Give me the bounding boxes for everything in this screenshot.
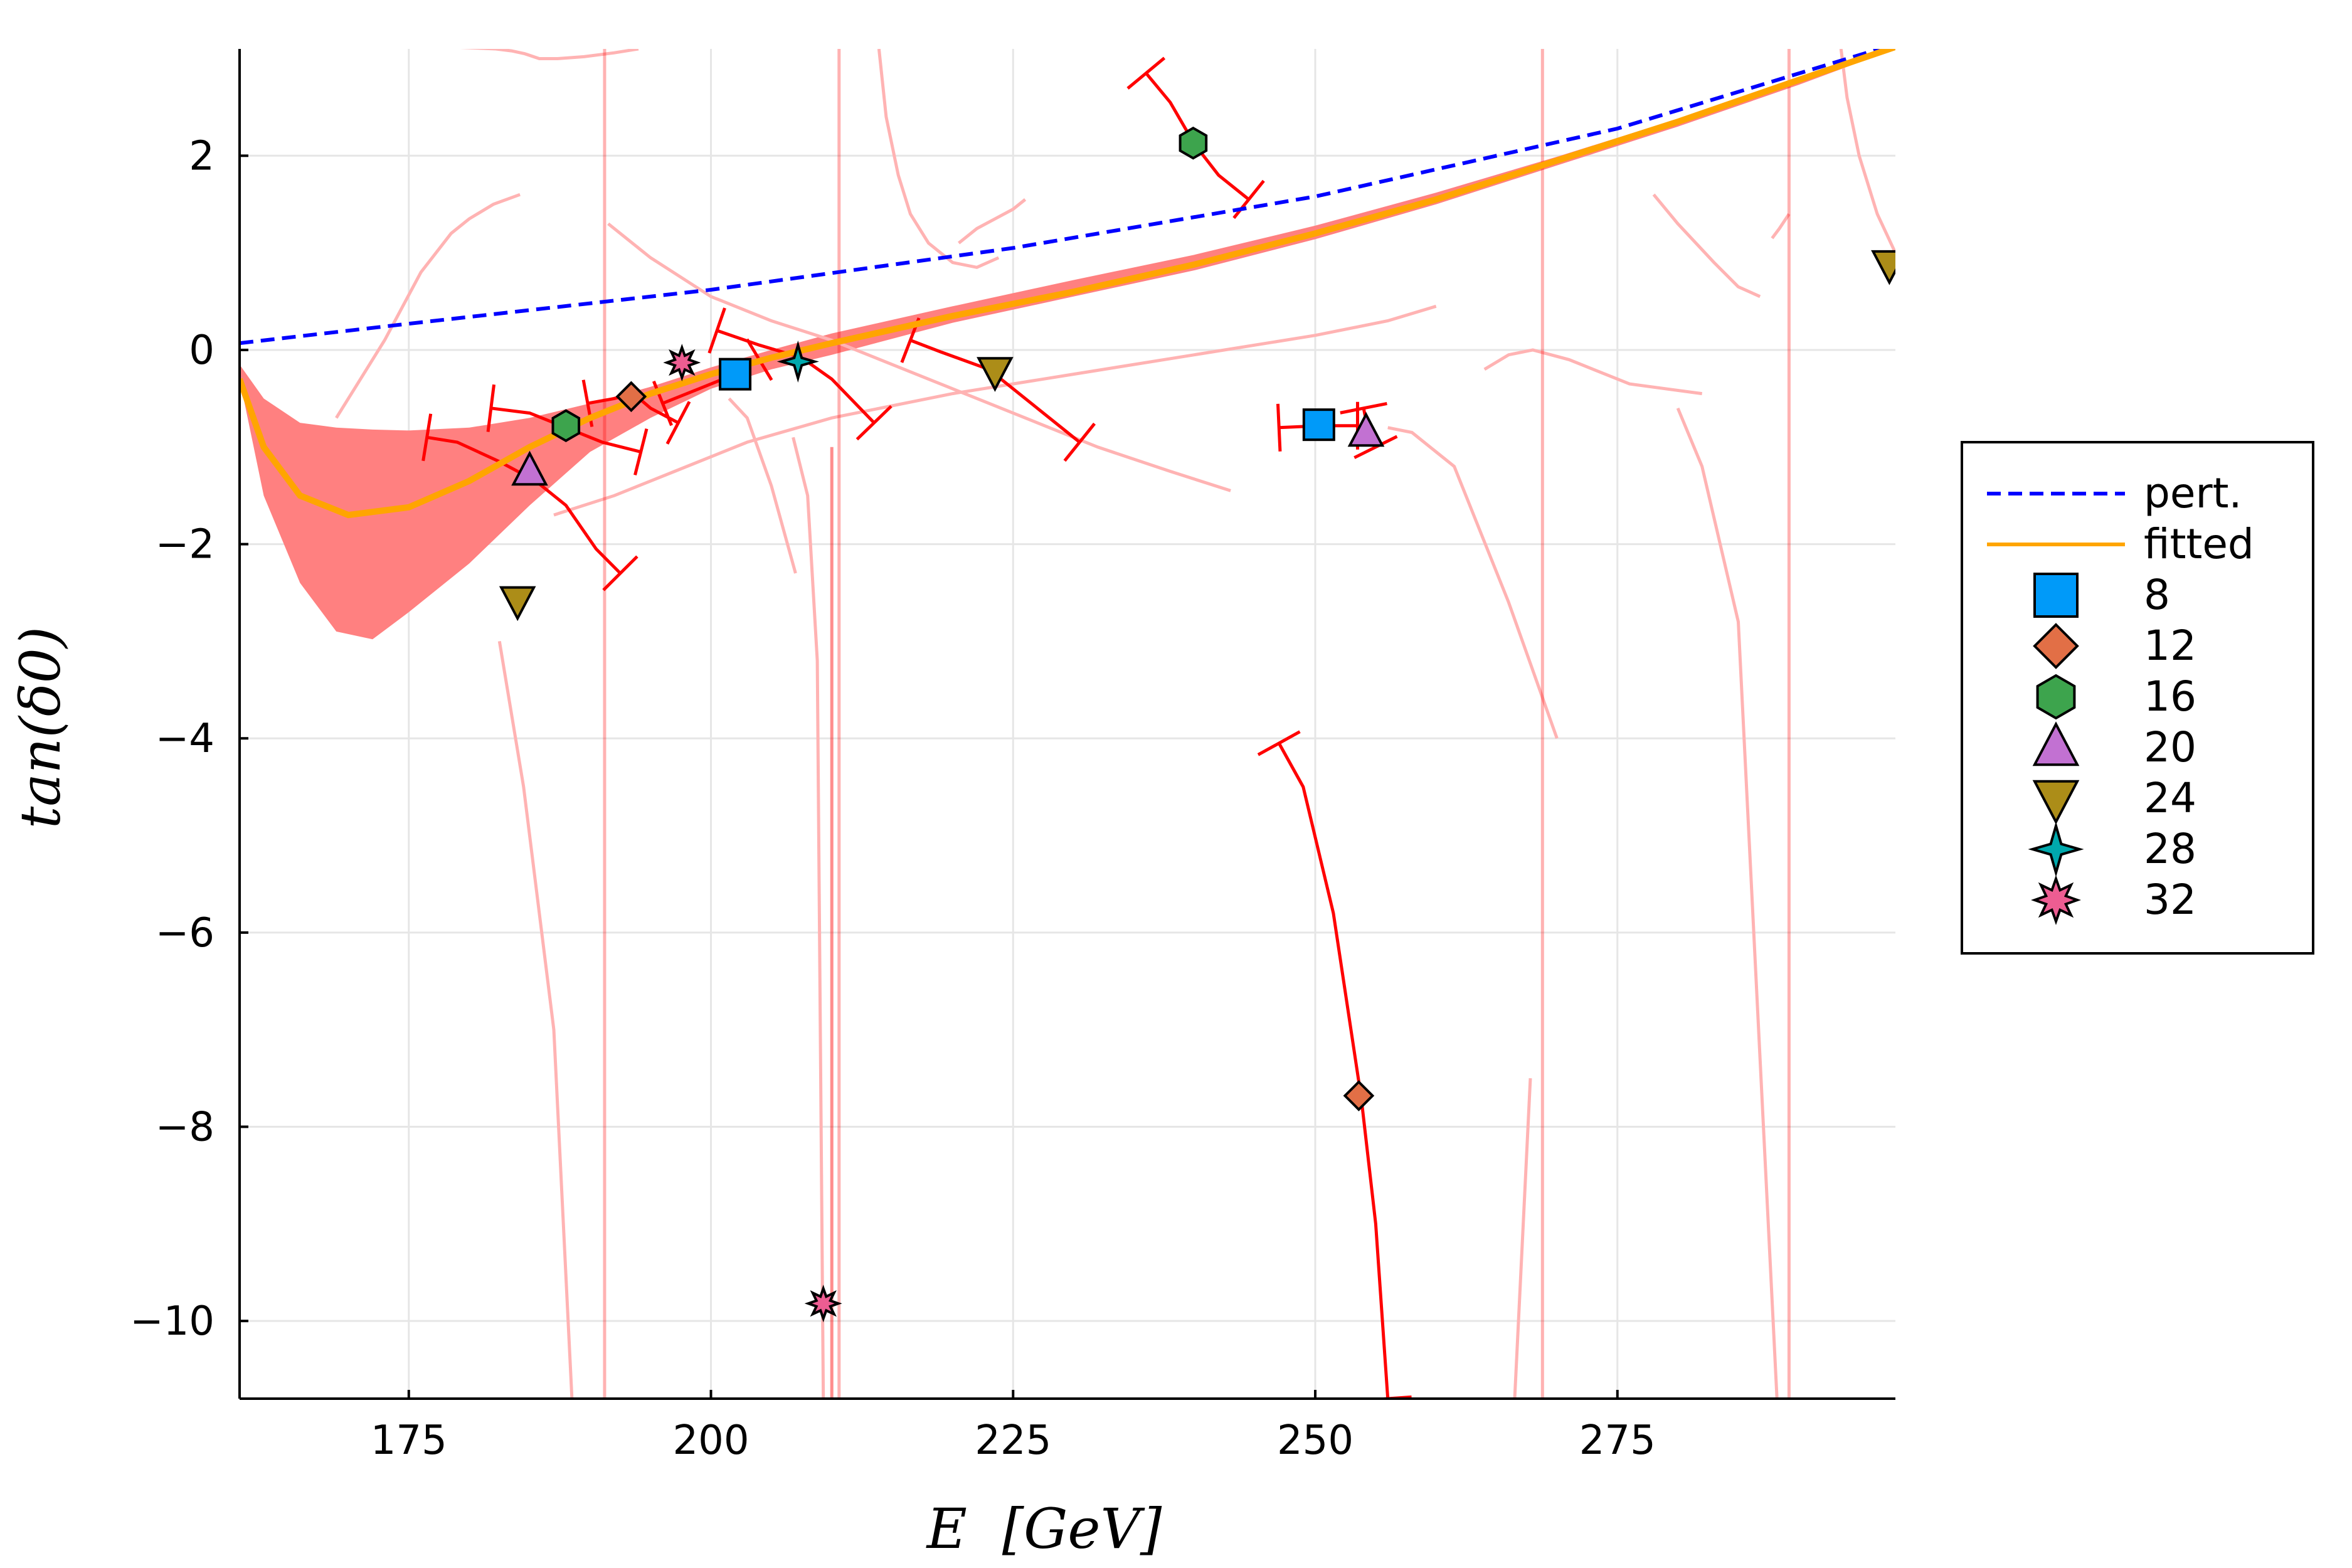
y-tick-label: −8 [156,1104,215,1151]
error-cap [1340,401,1387,415]
data-point-8 [719,358,752,391]
error-curve [1278,742,1390,1399]
faint-curve [877,49,1000,269]
faint-curve [553,304,1437,517]
x-axis-label: E [GeV] [926,1496,1162,1561]
data-point-24 [1871,250,1895,285]
grid [240,49,1895,1399]
axes [238,49,1895,1400]
faint-curve [1387,426,1559,739]
light-curves-layer [335,49,1895,1399]
x-tick-label: 175 [371,1417,447,1464]
faint-curve [1771,213,1791,240]
error-cap [1063,422,1096,462]
data-point-12 [1343,1080,1375,1111]
legend-20-swatch [2032,721,2080,766]
y-tick-label: −2 [156,522,215,568]
x-tick-label: 275 [1579,1417,1656,1464]
y-tick-label: −4 [156,716,215,762]
faint-curve [335,193,521,419]
faint-curve [460,49,639,60]
y-tick-label: −10 [130,1298,215,1345]
x-tick-label: 225 [975,1417,1051,1464]
tick-labels: 175 200 225 250 275 2 0 −2 −4 −6 −8 −10 [130,133,1656,1464]
error-cap [1257,730,1301,756]
legend-20-label: 20 [2144,723,2196,771]
legend-32-swatch [2031,875,2081,925]
y-tick-label: −6 [156,910,215,956]
faint-curve [607,222,1231,492]
error-cap [602,555,638,591]
faint-curve [1839,49,1895,254]
y-axis-label: tan(δ0) [8,627,73,829]
y-tick-label: 2 [189,133,215,179]
error-cap [707,307,726,354]
faint-curve [792,437,825,1399]
error-curves-layer [421,56,1412,1399]
fitted-line [240,49,1895,519]
data-point-24 [977,357,1014,392]
data-point-16 [551,409,581,443]
legend-fitted-label: fitted [2144,520,2254,568]
legend-12-label: 12 [2144,622,2196,670]
legend-8-swatch [2033,573,2079,618]
data-point-16 [1179,126,1208,160]
error-cap [486,384,496,432]
faint-curve [1483,348,1703,396]
x-tick-label: 250 [1277,1417,1353,1464]
legend-32-label: 32 [2144,876,2196,924]
band-layer [240,49,1895,640]
error-cap [1126,56,1166,90]
markers-layer [499,126,1895,1323]
faint-curve [1513,1078,1532,1399]
legend-28-label: 28 [2144,825,2196,873]
error-cap [856,405,893,441]
legend-28-swatch [2028,821,2084,877]
fit-uncertainty-band [240,49,1895,640]
data-point-28 [776,340,819,383]
faint-curve [728,397,797,574]
legend-16-label: 16 [2144,672,2196,721]
faint-curve [1676,407,1779,1399]
pole-lines-layer [603,49,1791,1399]
faint-curve [497,640,574,1399]
data-point-20 [1347,411,1385,447]
legend-8-label: 8 [2144,571,2170,619]
error-cap [633,428,649,475]
error-cap [1353,435,1398,459]
lines-layer [240,49,1895,519]
error-cap [665,401,691,445]
error-cap [1232,179,1265,220]
faint-curve [1652,193,1761,299]
legend-12-swatch [2033,623,2079,669]
data-point-32 [663,344,701,382]
legend-pert-label: pert. [2144,469,2242,517]
faint-curve [958,198,1027,245]
legend-24-label: 24 [2144,774,2196,822]
x-tick-label: 200 [672,1417,749,1464]
legend-24-swatch [2032,780,2080,825]
error-cap [421,413,433,462]
data-point-32 [804,1285,842,1323]
data-point-12 [615,381,647,413]
y-tick-label: 0 [189,327,215,374]
data-point-20 [511,450,548,486]
legend-16-swatch [2036,674,2076,720]
error-cap [1276,403,1282,452]
plot-area [240,49,1895,1399]
data-point-8 [1302,408,1335,442]
pert-line [240,49,1886,346]
data-point-24 [499,586,536,622]
legend-box [1961,441,2314,955]
